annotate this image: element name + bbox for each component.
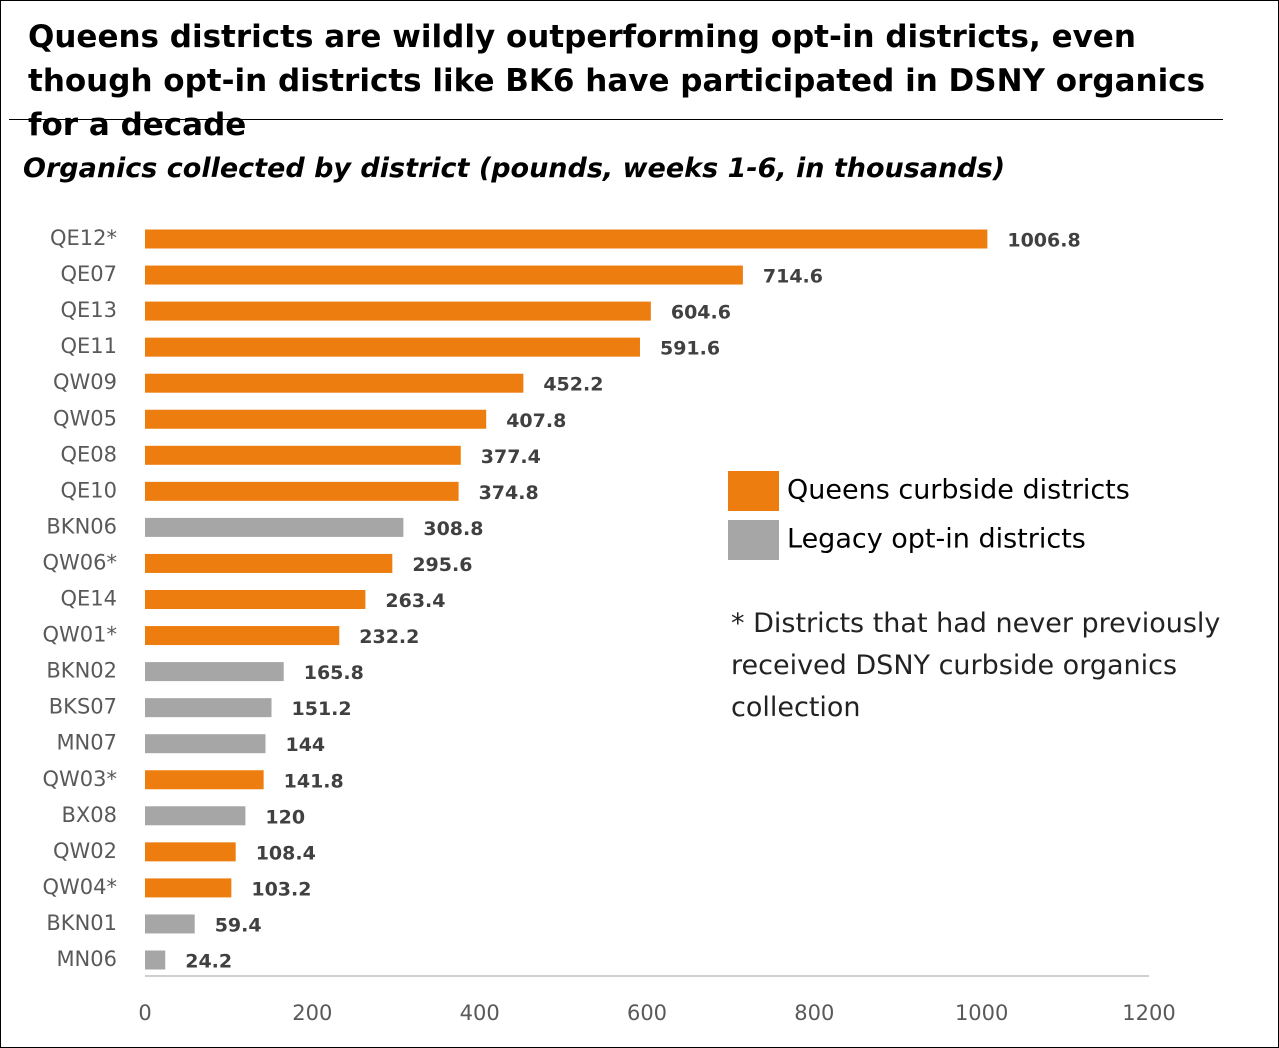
- bar: [145, 914, 195, 934]
- x-tick-label: 600: [627, 1001, 667, 1025]
- bar: [145, 337, 640, 357]
- y-tick-label: QE07: [60, 262, 117, 286]
- bar: [145, 481, 459, 501]
- y-tick-label: QE10: [60, 478, 117, 502]
- value-label: 144: [285, 734, 325, 756]
- value-label: 377.4: [481, 446, 541, 468]
- value-label: 604.6: [671, 302, 731, 324]
- y-tick-label: QW01*: [42, 623, 117, 647]
- y-tick-label: QE08: [60, 442, 117, 466]
- legend-swatch: [728, 520, 779, 560]
- value-label: 24.2: [185, 951, 232, 973]
- x-tick-label: 1000: [955, 1001, 1008, 1025]
- bar: [145, 301, 651, 321]
- value-label: 295.6: [412, 554, 472, 576]
- bar: [145, 409, 487, 429]
- bar: [145, 770, 264, 790]
- bar: [145, 553, 393, 573]
- bar: [145, 265, 743, 285]
- bar: [145, 445, 461, 465]
- bar: [145, 698, 272, 718]
- y-tick-label: QW04*: [42, 875, 117, 899]
- y-tick-label: BKS07: [49, 695, 117, 719]
- y-tick-label: QW09: [53, 370, 117, 394]
- value-label: 151.2: [292, 698, 352, 720]
- value-label: 232.2: [359, 626, 419, 648]
- x-tick-label: 200: [292, 1001, 332, 1025]
- y-tick-label: QE11: [60, 334, 117, 358]
- value-label: 103.2: [251, 878, 311, 900]
- bar: [145, 590, 366, 609]
- bar: [145, 878, 232, 898]
- y-tick-label: BKN01: [46, 911, 117, 935]
- value-label: 141.8: [284, 770, 344, 792]
- x-tick-label: 400: [460, 1001, 500, 1025]
- y-tick-label: QE12*: [50, 226, 117, 250]
- value-label: 308.8: [423, 518, 483, 540]
- value-label: 591.6: [660, 338, 720, 360]
- bar: [145, 806, 246, 826]
- y-tick-label: QW03*: [42, 767, 117, 791]
- value-label: 714.6: [763, 266, 823, 288]
- value-label: 452.2: [543, 374, 603, 396]
- value-label: 108.4: [256, 842, 316, 864]
- bar: [145, 950, 166, 970]
- bar: [145, 662, 284, 682]
- bar: [145, 626, 340, 646]
- bar: [145, 734, 266, 754]
- x-tick-label: 800: [794, 1001, 834, 1025]
- bar: [145, 842, 236, 862]
- title-rule: [9, 119, 1223, 120]
- legend-label: Queens curbside districts: [787, 475, 1130, 506]
- value-label: 263.4: [385, 590, 445, 612]
- legend-swatch: [728, 471, 779, 511]
- legend-label: Legacy opt-in districts: [787, 524, 1086, 555]
- chart-subtitle: Organics collected by district (pounds, …: [23, 153, 1006, 184]
- chart-title: Queens districts are wildly outperformin…: [28, 19, 1206, 143]
- y-tick-label: MN06: [56, 947, 117, 971]
- bar: [145, 229, 988, 249]
- y-tick-label: QE13: [60, 298, 117, 322]
- value-label: 407.8: [506, 410, 566, 432]
- y-tick-label: BKN06: [46, 514, 117, 538]
- y-tick-label: QW05: [53, 406, 117, 430]
- value-label: 120: [265, 806, 305, 828]
- value-label: 1006.8: [1007, 230, 1080, 252]
- footnote: * Districts that had never previously re…: [731, 608, 1221, 723]
- value-label: 165.8: [304, 662, 364, 684]
- bar: [145, 517, 404, 537]
- bar: [145, 373, 524, 393]
- y-tick-label: QW06*: [42, 550, 117, 574]
- y-tick-label: QW02: [53, 839, 117, 863]
- value-label: 374.8: [479, 482, 539, 504]
- y-tick-label: MN07: [56, 731, 117, 755]
- y-tick-label: QE14: [60, 587, 117, 611]
- y-tick-label: BX08: [61, 803, 117, 827]
- x-tick-label: 0: [138, 1001, 151, 1025]
- x-tick-label: 1200: [1122, 1001, 1175, 1025]
- value-label: 59.4: [215, 914, 262, 936]
- y-tick-label: BKN02: [46, 659, 117, 683]
